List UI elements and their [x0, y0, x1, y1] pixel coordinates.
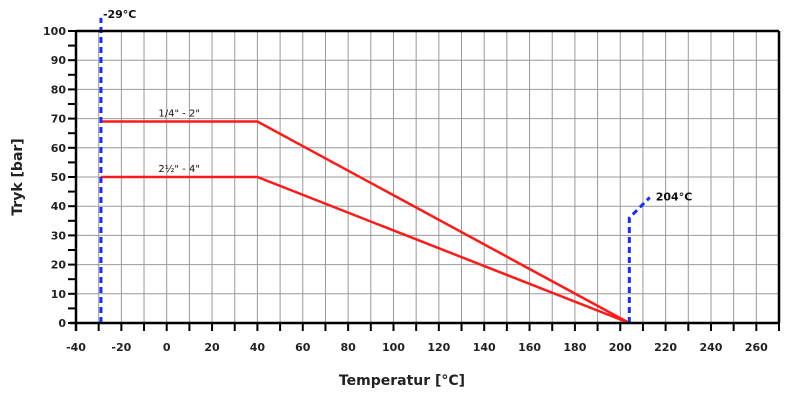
x-tick-label: 200	[609, 341, 632, 354]
x-tick-label: -40	[66, 341, 86, 354]
x-tick-label: 220	[654, 341, 677, 354]
series-label: 2½" - 4"	[158, 163, 200, 175]
y-tick-label: 90	[51, 54, 67, 67]
y-tick-label: 40	[51, 200, 67, 213]
x-tick-label: 100	[382, 341, 405, 354]
x-tick-label: -20	[111, 341, 131, 354]
x-tick-label: 140	[473, 341, 496, 354]
x-tick-label: 180	[563, 341, 586, 354]
x-tick-label: 40	[250, 341, 266, 354]
x-tick-label: 240	[699, 341, 722, 354]
y-tick-label: 0	[58, 317, 66, 330]
limit-label: 204°C	[656, 190, 693, 203]
x-tick-label: 160	[518, 341, 541, 354]
series-line	[100, 175, 630, 325]
series-line	[100, 120, 630, 325]
y-axis-label: Tryk [bar]	[10, 138, 26, 215]
x-tick-label: 0	[163, 341, 171, 354]
y-tick-label: 20	[51, 259, 67, 272]
x-axis-label: Temperatur [°C]	[339, 373, 465, 389]
y-tick-label: 70	[51, 113, 67, 126]
x-tick-label: 80	[340, 341, 356, 354]
y-tick-label: 100	[43, 25, 66, 38]
x-tick-label: 120	[427, 341, 450, 354]
y-tick-label: 50	[51, 171, 67, 184]
grid	[76, 31, 779, 323]
x-tick-label: 20	[204, 341, 220, 354]
x-tick-label: 60	[295, 341, 311, 354]
y-tick-label: 80	[51, 83, 67, 96]
y-tick-label: 30	[51, 229, 67, 242]
limit-label: -29°C	[103, 8, 136, 21]
series-lines: 1/4" - 2" 2½" - 4" -29°C 204°C	[99, 8, 693, 325]
y-tick-label: 10	[51, 288, 67, 301]
limit-line	[627, 196, 651, 323]
y-tick-label: 60	[51, 142, 67, 155]
x-tick-label: 260	[745, 341, 768, 354]
axes: -40 -20 0 20 40 60 80 100 120 140 160 180 200 220 240 2…	[43, 25, 781, 354]
series-label: 1/4" - 2"	[158, 109, 200, 120]
